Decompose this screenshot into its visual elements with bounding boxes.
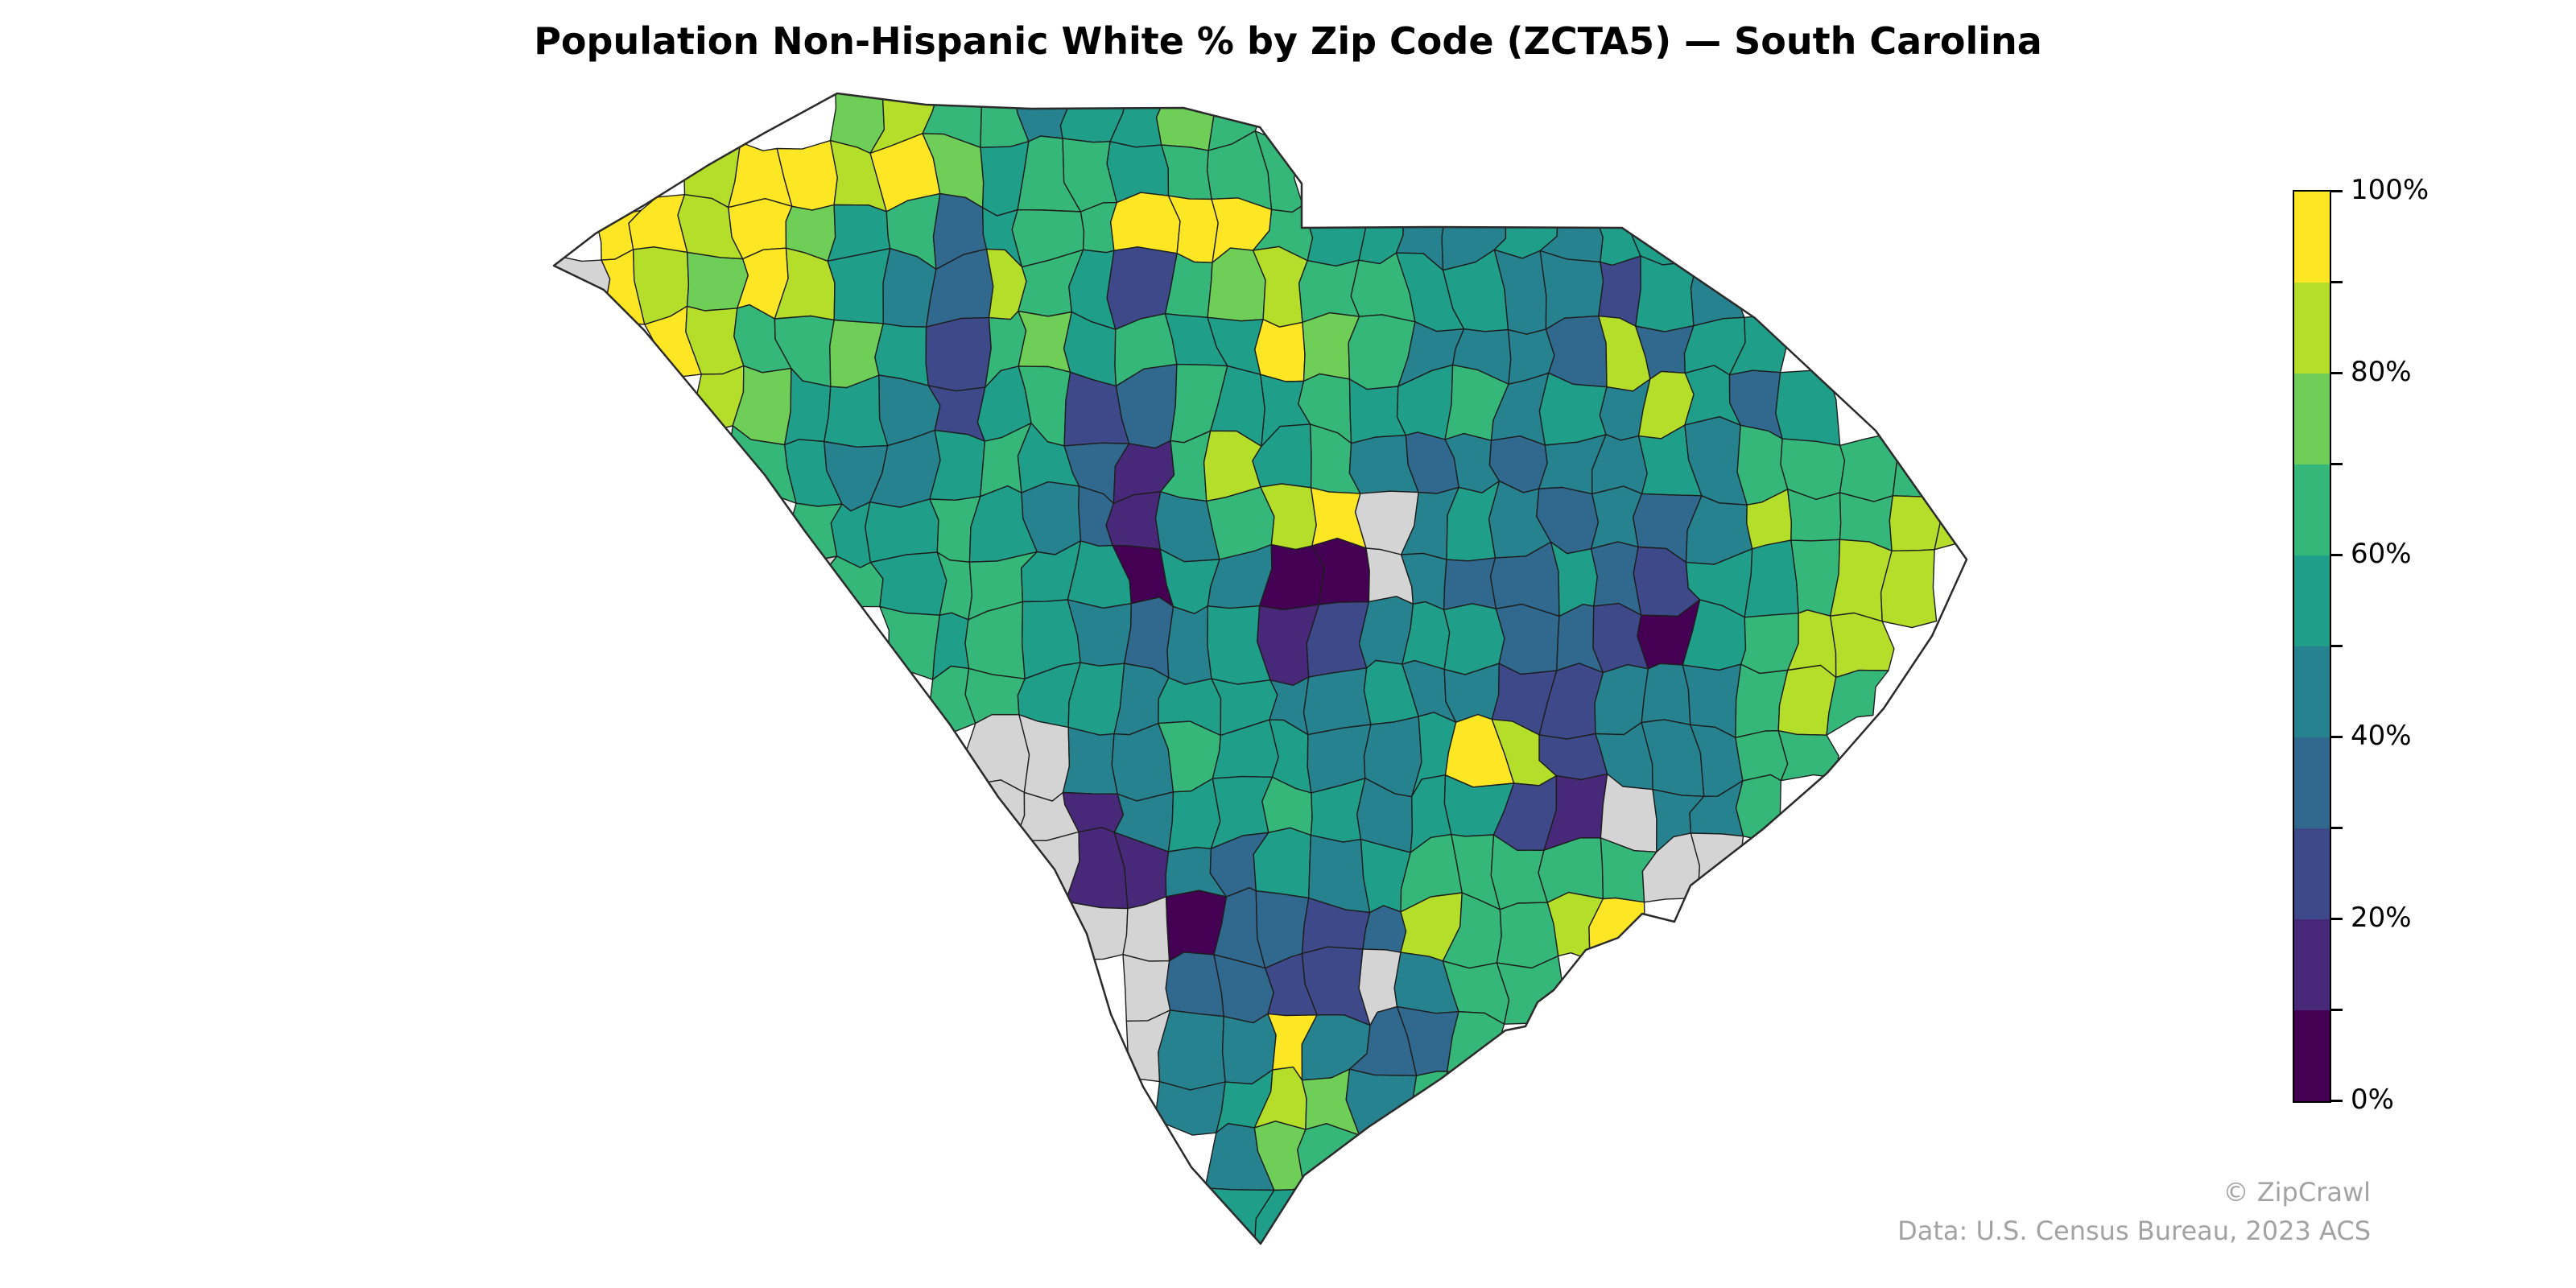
colorbar <box>2293 190 2331 1103</box>
zcta-region <box>1829 612 1895 679</box>
zcta-region <box>1362 905 1407 953</box>
zcta-region <box>1495 603 1560 675</box>
colorbar-band <box>2294 555 2330 646</box>
colorbar-tick-label: 40% <box>2351 720 2412 753</box>
colorbar-band <box>2294 374 2330 464</box>
zcta-region <box>1889 488 1944 551</box>
colorbar-tick <box>2331 1099 2343 1102</box>
zcta-region <box>925 316 992 392</box>
colorbar-band <box>2294 737 2330 828</box>
zcta-region <box>1735 730 1789 782</box>
map-container <box>547 85 1980 1252</box>
zcta-region <box>1014 831 1080 915</box>
zcta-region <box>1254 319 1306 382</box>
attribution-watermark: © ZipCrawl <box>2223 1177 2371 1208</box>
zcta-region <box>1122 953 1171 1022</box>
colorbar-band <box>2294 828 2330 919</box>
colorbar-band <box>2294 919 2330 1010</box>
colorbar-band <box>2294 464 2330 555</box>
zcta-region <box>1598 255 1641 327</box>
zcta-region <box>1446 1010 1505 1084</box>
zcta-regions <box>554 93 1967 1244</box>
choropleth-map <box>552 92 1968 1245</box>
zcta-region <box>1063 901 1129 961</box>
colorbar-tick <box>2331 462 2343 465</box>
colorbar-tick <box>2331 1008 2343 1011</box>
zcta-region <box>1306 601 1370 678</box>
zcta-region <box>1744 539 1799 618</box>
zcta-region <box>1826 669 1889 736</box>
zcta-region <box>1018 310 1072 373</box>
colorbar-band <box>2294 1010 2330 1101</box>
zcta-region <box>1302 667 1372 736</box>
zcta-region <box>1110 192 1181 254</box>
zcta-region <box>965 779 1026 841</box>
state-outline <box>552 92 1968 1245</box>
zcta-region <box>1777 730 1839 782</box>
zcta-region <box>1443 603 1505 675</box>
colorbar-tick <box>2331 644 2343 647</box>
colorbar-tick <box>2331 280 2343 283</box>
colorbar-tick-label: 80% <box>2351 356 2412 389</box>
colorbar-tick-label: 20% <box>2351 902 2412 935</box>
colorbar-tick <box>2331 917 2343 920</box>
zcta-region <box>1641 663 1691 725</box>
colorbar-band <box>2294 283 2330 374</box>
zcta-region <box>1062 726 1118 795</box>
colorbar-tick-label: 100% <box>2351 174 2429 207</box>
zcta-region <box>1635 255 1699 332</box>
zcta-region <box>1155 93 1216 151</box>
zcta-region <box>1880 549 1938 629</box>
zcta-region <box>827 247 891 324</box>
zcta-region <box>1496 902 1559 969</box>
zcta-region <box>1443 663 1500 723</box>
zcta-region <box>1166 605 1212 685</box>
colorbar-tick-label: 60% <box>2351 538 2412 571</box>
zcta-region <box>1158 1009 1226 1091</box>
colorbar-tick <box>2331 371 2343 374</box>
zcta-region <box>1443 557 1497 611</box>
colorbar-tick <box>2331 826 2343 829</box>
zcta-region <box>778 555 838 612</box>
colorbar-tick <box>2331 553 2343 556</box>
zcta-region <box>1161 144 1212 200</box>
zcta-region <box>1839 432 1898 502</box>
zcta-region <box>628 193 688 254</box>
colorbar-band <box>2294 192 2330 283</box>
colorbar-tick <box>2331 189 2343 192</box>
zcta-region <box>1934 482 1967 551</box>
colorbar-tick-label: 0% <box>2351 1084 2394 1117</box>
zcta-region <box>1775 366 1841 446</box>
page-title: Population Non-Hispanic White % by Zip C… <box>534 19 2042 63</box>
attribution-source: Data: U.S. Census Bureau, 2023 ACS <box>1897 1216 2371 1246</box>
colorbar-band <box>2294 646 2330 737</box>
colorbar-ticks: 100% 80% 60% 40% 20% 0% <box>2331 174 2444 1116</box>
colorbar-tick <box>2331 735 2343 738</box>
